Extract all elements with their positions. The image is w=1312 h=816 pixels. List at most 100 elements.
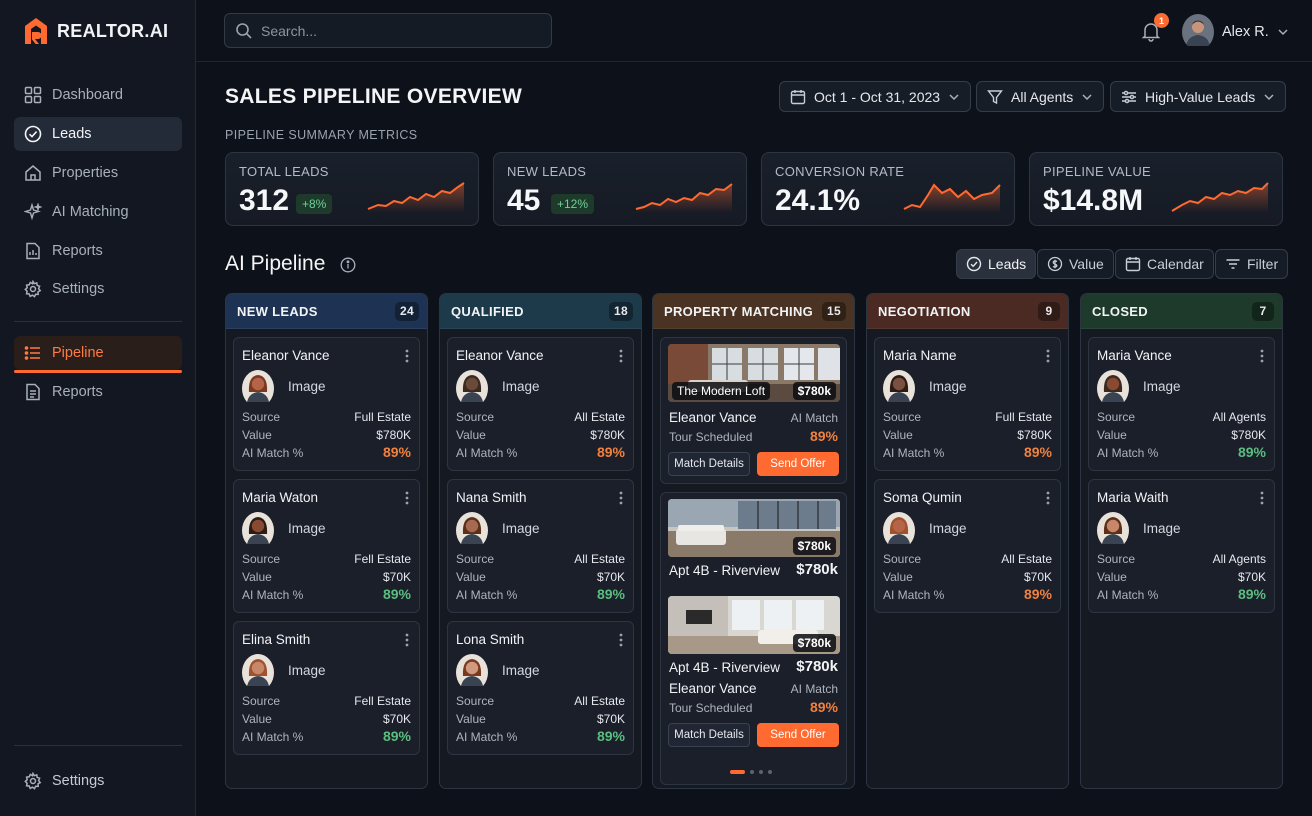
value-amount: $780K [1017,428,1052,442]
send-offer-button[interactable]: Send Offer [757,452,839,476]
property-card[interactable]: $780k Apt 4B - Riverview $780k $780k Apt 4B … [660,492,847,785]
lead-card[interactable]: Maria Name Image Source Full Estate Value $78… [874,337,1061,471]
lead-name: Elina Smith [242,632,311,647]
metric-card-new-leads: NEW LEADS 45 +12% [493,152,747,226]
more-options-icon[interactable] [1046,349,1050,368]
more-options-icon[interactable] [619,491,623,510]
lead-card[interactable]: Eleanor Vance Image Source All Estate Value $… [447,337,634,471]
source-label: Source [1097,410,1136,424]
filter-button[interactable]: Filter [1215,249,1289,279]
property-card[interactable]: The Modern Loft $780k Eleanor Vance AI Matc… [660,337,847,484]
lead-card[interactable]: Lona Smith Image Source All Estate Value $70K… [447,621,634,755]
sidebar: REALTOR.AI Dashboard Leads Properties AI… [0,0,196,816]
avatar [242,512,274,549]
more-options-icon[interactable] [619,633,623,652]
sidebar-item-leads[interactable]: Leads [14,117,182,151]
lead-card[interactable]: Elina Smith Image Source Fell Estate Value $7… [233,621,420,755]
view-leads-label: Leads [988,256,1027,272]
sidebar-item-label: Leads [52,126,92,142]
view-value-button[interactable]: Value [1037,249,1114,279]
agents-filter[interactable]: All Agents [976,81,1105,112]
ai-match-label: AI Match % [242,588,304,602]
sidebar-footer-settings[interactable]: Settings [14,764,182,798]
lead-type-filter[interactable]: High-Value Leads [1110,81,1287,112]
lead-name: Nana Smith [456,490,527,505]
lead-card[interactable]: Nana Smith Image Source All Estate Value $70K… [447,479,634,613]
pagination-dots[interactable] [730,770,772,774]
avatar [1182,14,1214,50]
tour-status: Tour Scheduled [669,430,753,444]
ai-match-value: 89% [382,586,411,602]
lead-card[interactable]: Maria Waith Image Source All Agents Value $70… [1088,479,1275,613]
lead-card[interactable]: Maria Vance Image Source All Agents Value $78… [1088,337,1275,471]
source-value: Fell Estate [354,552,411,566]
more-options-icon[interactable] [1046,491,1050,510]
calendar-icon [1125,257,1141,272]
lead-name: Eleanor Vance [242,348,330,363]
image-label: Image [288,521,326,536]
info-icon[interactable] [340,257,356,273]
column-title: CLOSED [1092,303,1148,319]
sparkline [635,183,733,213]
send-offer-button[interactable]: Send Offer [757,723,839,747]
pagination-dot[interactable] [750,770,754,774]
sidebar-item-pipeline[interactable]: Pipeline [14,336,182,370]
sidebar-item-settings[interactable]: Settings [14,272,182,306]
filter-label: Filter [1247,256,1279,272]
image-label: Image [1143,379,1181,394]
sidebar-divider [14,321,182,322]
more-options-icon[interactable] [405,349,409,368]
more-options-icon[interactable] [619,349,623,368]
pagination-dot[interactable] [759,770,763,774]
bell-icon[interactable] [1140,20,1162,42]
value-label: Value [242,428,272,442]
price-tag: $780k [792,537,836,555]
list-icon [24,346,40,360]
value-label: Value [456,712,486,726]
sidebar-item-dashboard[interactable]: Dashboard [14,78,182,112]
search-input[interactable]: Search... [224,13,552,48]
funnel-icon [987,89,1003,104]
view-calendar-button[interactable]: Calendar [1115,249,1214,279]
metric-label: TOTAL LEADS [239,164,329,179]
more-options-icon[interactable] [1260,491,1264,510]
sidebar-item-ai-matching[interactable]: AI Matching [14,195,182,229]
image-label: Image [502,521,540,536]
ai-match-value: 89% [596,586,625,602]
user-menu[interactable]: Alex R. [1182,14,1289,50]
column-count-badge: 24 [395,301,419,321]
gear-icon [24,280,42,298]
view-leads-button[interactable]: Leads [956,249,1037,279]
match-details-button[interactable]: Match Details [668,452,750,476]
sparkle-icon [24,203,42,221]
avatar [242,654,274,691]
sliders-icon [1122,90,1136,103]
lead-name: Lona Smith [456,632,525,647]
image-label: Image [288,663,326,678]
ai-match-label: AI Match [790,682,838,696]
lead-card[interactable]: Soma Qumin Image Source All Estate Value $70K… [874,479,1061,613]
ai-match-value: 89% [809,428,838,444]
sidebar-item-properties[interactable]: Properties [14,156,182,190]
more-options-icon[interactable] [1260,349,1264,368]
value-amount: $780K [376,428,411,442]
date-range-filter[interactable]: Oct 1 - Oct 31, 2023 [779,81,972,112]
pipeline-column-new-leads: NEW LEADS 24 Eleanor Vance Image Source Full … [225,293,428,789]
image-label: Image [1143,521,1181,536]
avatar [883,512,915,549]
tour-status: Tour Scheduled [669,701,753,715]
more-options-icon[interactable] [405,491,409,510]
column-title: NEW LEADS [237,303,318,319]
sidebar-item-reports[interactable]: Reports [14,234,182,268]
more-options-icon[interactable] [405,633,409,652]
sidebar-item-reports-secondary[interactable]: Reports [14,375,182,409]
brand-logo[interactable]: REALTOR.AI [24,17,168,45]
chevron-down-icon [1278,29,1288,36]
pagination-dot[interactable] [768,770,772,774]
user-name: Alex R. [1222,24,1269,40]
pagination-dot[interactable] [730,770,745,774]
lead-card[interactable]: Maria Waton Image Source Fell Estate Value $7… [233,479,420,613]
lead-card[interactable]: Eleanor Vance Image Source Full Estate Value… [233,337,420,471]
match-details-button[interactable]: Match Details [668,723,750,747]
pipeline-column-qualified: QUALIFIED 18 Eleanor Vance Image Source All E… [439,293,642,789]
